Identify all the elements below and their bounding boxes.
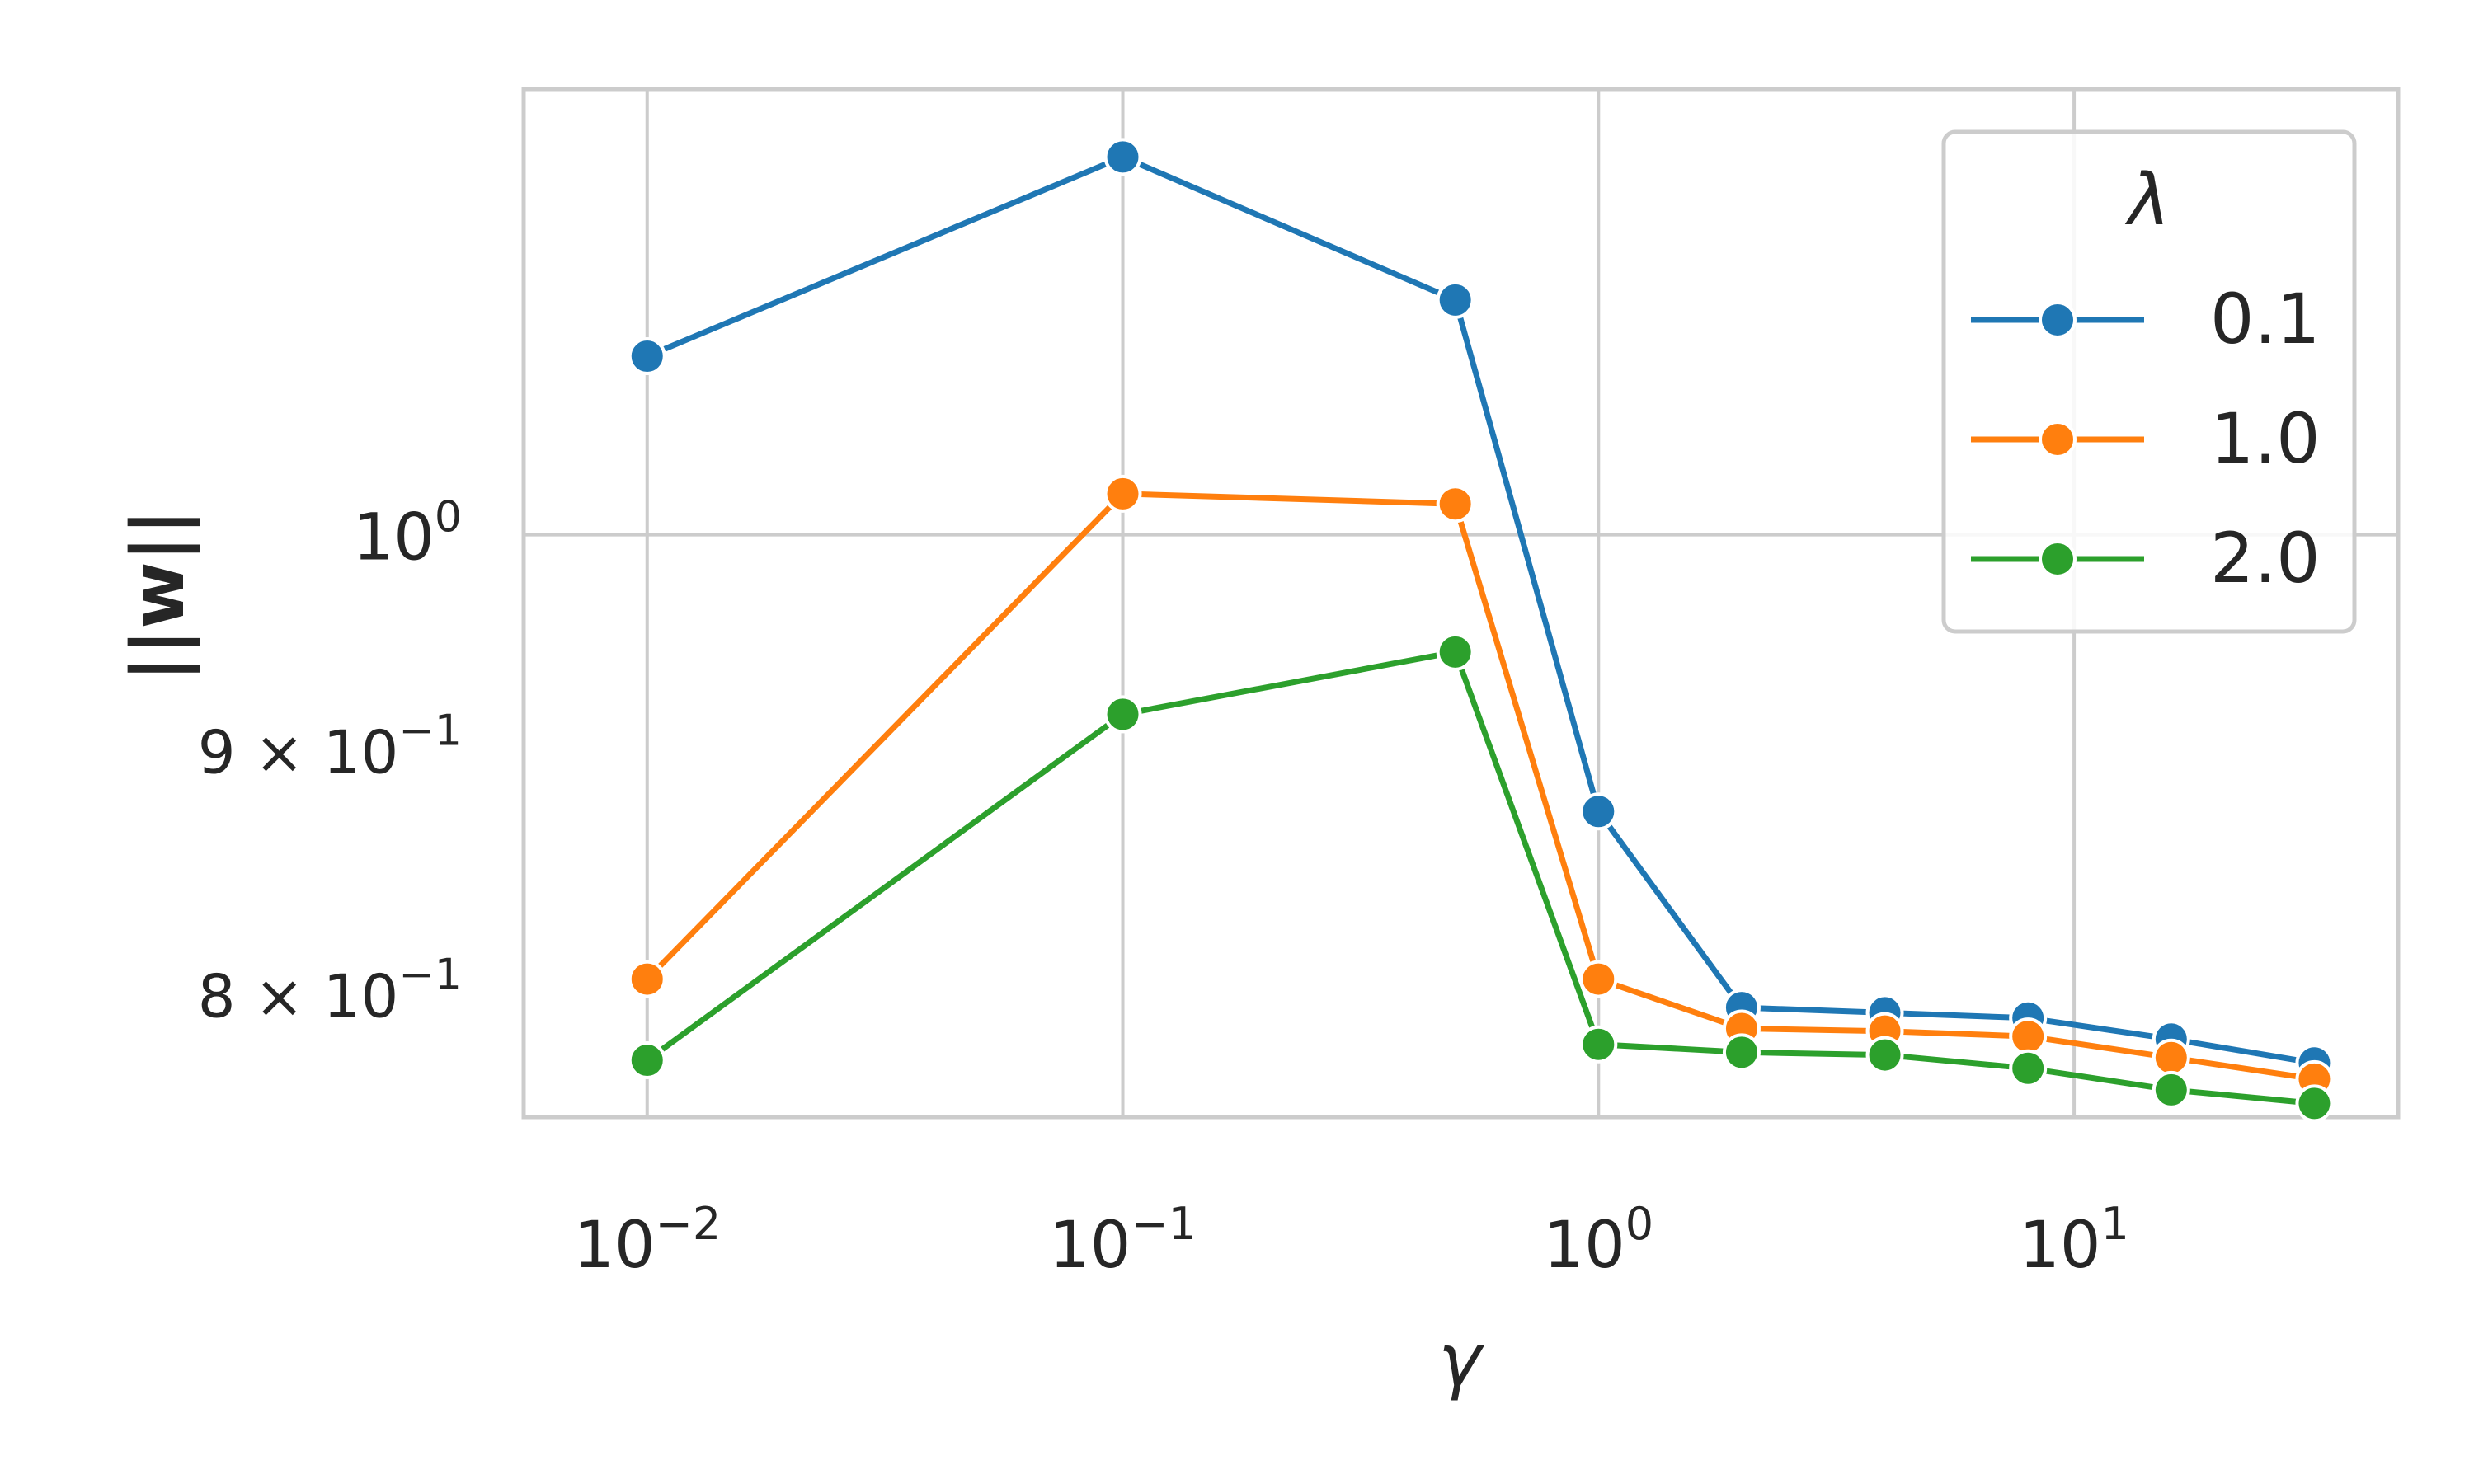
data-point (1103, 138, 1142, 176)
legend-label: 2.0 (2210, 518, 2321, 599)
legend-label: 0.1 (2210, 279, 2321, 359)
data-point (2009, 1049, 2048, 1087)
data-point (2009, 1017, 2048, 1056)
data-point (628, 1041, 666, 1080)
legend-marker (2039, 540, 2077, 578)
data-point (628, 337, 666, 376)
data-point (1865, 1036, 1904, 1074)
legend-entry-1.0: 1.0 (1971, 398, 2321, 479)
legend-label: 1.0 (2210, 398, 2321, 479)
x-tick-label: 100 (1543, 1198, 1653, 1283)
y-tick-label: 100 (353, 493, 462, 575)
legend-title: λ (2125, 159, 2171, 242)
data-point (1579, 792, 1618, 831)
data-point (1722, 1033, 1761, 1072)
data-point (2152, 1038, 2190, 1077)
data-point (1436, 485, 1475, 524)
legend-entry-2.0: 2.0 (1971, 518, 2321, 599)
x-tick-label: 10−1 (1049, 1198, 1197, 1283)
legend-box (1941, 129, 2357, 634)
data-point (2295, 1084, 2334, 1123)
data-point (1103, 474, 1142, 513)
legend: λ 0.1 1.0 2.0 (1941, 129, 2357, 634)
x-tick-labels: 10−2 10−1 100 101 (573, 1198, 2129, 1283)
data-point (1436, 632, 1475, 671)
data-point (2152, 1070, 2190, 1109)
plot-frame (521, 87, 2401, 1120)
data-point (1579, 960, 1618, 998)
legend-entry-0.1: 0.1 (1971, 279, 2321, 359)
x-tick-label: 101 (2019, 1198, 2129, 1283)
data-point (628, 960, 666, 998)
legend-marker (2039, 301, 2077, 339)
data-point (1103, 695, 1142, 734)
data-point (1579, 1025, 1618, 1064)
y-tick-labels: 100 9 × 10−1 8 × 10−1 (198, 493, 462, 1031)
x-axis-label: γ (1438, 1317, 1484, 1402)
y-tick-label: 9 × 10−1 (198, 706, 462, 787)
x-tick-label: 10−2 (573, 1198, 721, 1283)
legend-marker (2039, 420, 2077, 458)
series-layer (628, 138, 2334, 1123)
y-axis-label: ||w|| (115, 509, 201, 682)
data-point (1436, 280, 1475, 319)
y-tick-label: 8 × 10−1 (198, 950, 462, 1031)
legend-entries: 0.1 1.0 2.0 (1971, 279, 2321, 599)
